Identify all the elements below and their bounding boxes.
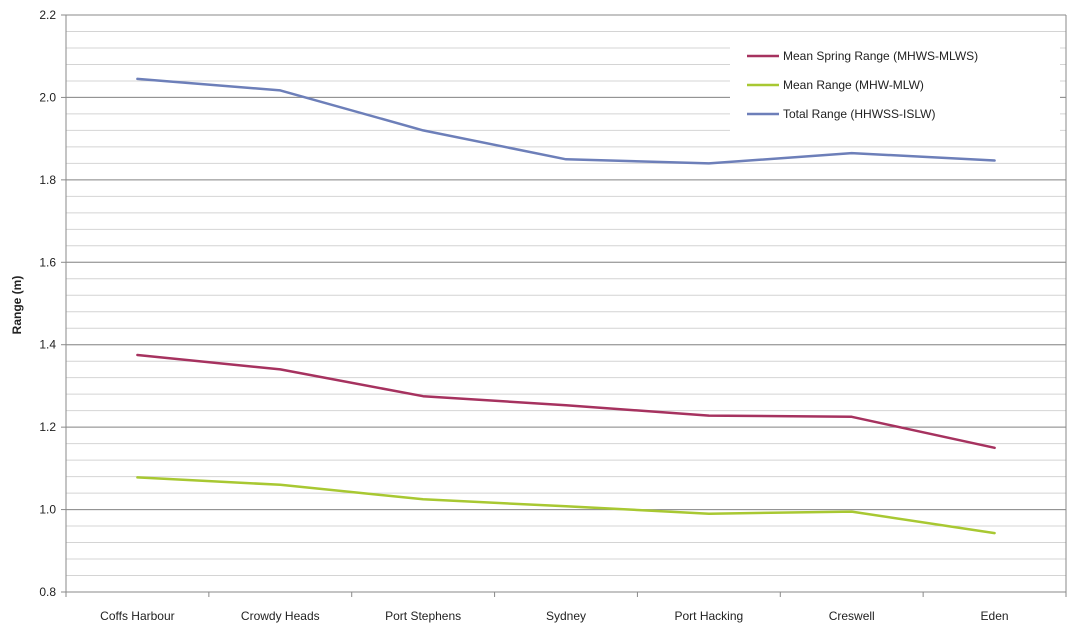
x-tick-label: Port Hacking xyxy=(675,609,744,623)
grid xyxy=(66,14,1066,593)
x-tick-label: Port Stephens xyxy=(385,609,461,623)
y-tick-label: 1.4 xyxy=(39,338,56,352)
x-tick-label: Coffs Harbour xyxy=(100,609,174,623)
legend-label: Total Range (HHWSS-ISLW) xyxy=(783,107,935,121)
y-tick-label: 1.6 xyxy=(39,255,56,269)
y-tick-label: 2.2 xyxy=(39,8,56,22)
series-line xyxy=(136,77,996,165)
legend-box xyxy=(730,36,1060,132)
x-tick-label: Crowdy Heads xyxy=(241,609,320,623)
y-tick-label: 1.2 xyxy=(39,420,56,434)
series-line xyxy=(136,353,996,450)
legend-label: Mean Spring Range (MHWS-MLWS) xyxy=(783,49,978,63)
y-tick-label: 1.0 xyxy=(39,503,56,517)
x-tick-label: Sydney xyxy=(546,609,586,623)
legend: Mean Spring Range (MHWS-MLWS) Mean Range … xyxy=(730,36,1060,132)
x-tick-label: Eden xyxy=(981,609,1009,623)
y-tick-label: 1.8 xyxy=(39,173,56,187)
x-tick-labels: Coffs Harbour Crowdy Heads Port Stephens Sy… xyxy=(100,609,1008,623)
y-tick-labels: 0.8 1.0 1.2 1.4 1.6 1.8 2.0 2.2 xyxy=(39,8,56,599)
axes xyxy=(61,14,1067,597)
series-lines xyxy=(136,77,996,535)
y-tick-label: 0.8 xyxy=(39,585,56,599)
x-tick-label: Creswell xyxy=(829,609,875,623)
series-line xyxy=(136,476,996,535)
y-axis-label: Range (m) xyxy=(10,276,24,335)
y-tick-label: 2.0 xyxy=(39,90,56,104)
legend-label: Mean Range (MHW-MLW) xyxy=(783,78,924,92)
